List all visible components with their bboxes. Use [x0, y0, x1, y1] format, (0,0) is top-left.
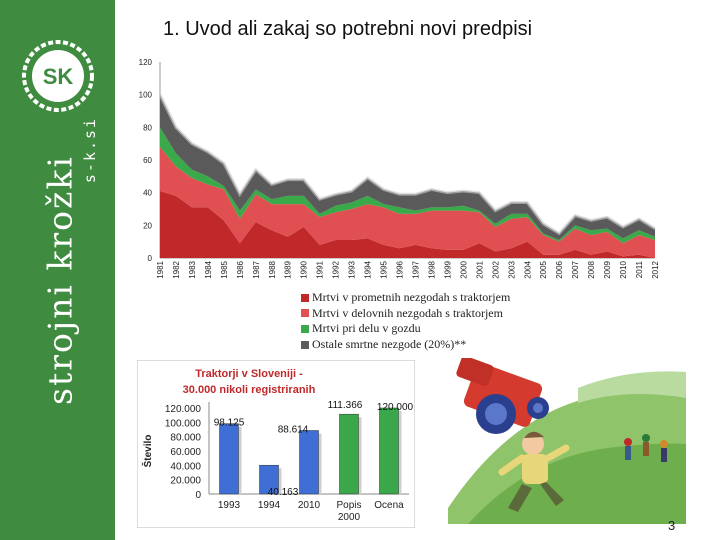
x-tick-label: 1999 — [443, 260, 452, 278]
y-tick-label: 20 — [143, 221, 152, 230]
x-tick-label: 1994 — [364, 260, 373, 278]
legend-swatch — [301, 340, 309, 349]
area-series-2 — [160, 146, 655, 258]
bar-x-tick-label: Popis — [336, 500, 361, 511]
x-tick-label: 1984 — [204, 260, 213, 278]
bar-y-tick-label: 0 — [195, 490, 201, 501]
bar — [339, 413, 359, 495]
x-tick-label: 2002 — [491, 260, 500, 278]
fatalities-area-chart: 0 20 40 60 80 100 120 1981 1982 1983 1984 1985 1986 1… — [139, 58, 660, 279]
bar-x-tick-label: 2010 — [298, 500, 321, 511]
legend-item: Mrtvi v delovnih nezgodah s traktorjem — [301, 306, 510, 322]
area-top-shadow — [158, 94, 656, 236]
y-tick-label: 0 — [148, 254, 153, 263]
x-tick-label: 1992 — [332, 260, 341, 278]
sk-logo: SK — [22, 40, 94, 112]
bar-chart-title-line2: 30.000 nikoli registriranih — [183, 384, 316, 396]
legend-item: Ostale smrtne nezgode (20%)** — [301, 337, 510, 353]
y-tick-label: 60 — [143, 156, 152, 165]
bar-data-label: 88.614 — [278, 424, 309, 435]
bar-data-label: 120.000 — [377, 402, 414, 413]
distant-people — [624, 434, 668, 462]
overturned-tractor-illustration — [428, 358, 686, 524]
logo-text: SK — [43, 64, 74, 89]
x-tick-label: 1990 — [300, 260, 309, 278]
bar-x-tick-label: Ocena — [374, 500, 404, 511]
x-tick-label: 1982 — [172, 260, 181, 278]
bar-x-tick-label: 1994 — [258, 500, 281, 511]
bar-chart-frame — [137, 360, 415, 528]
bar-x-tick-label: 1993 — [218, 500, 241, 511]
x-tick-label: 2005 — [539, 260, 548, 278]
brand-domain: s-k.si — [81, 116, 99, 184]
bar-y-tick-label: 60.000 — [170, 447, 201, 458]
bar — [219, 423, 239, 495]
x-tick-label: 2008 — [587, 260, 596, 278]
bar-y-tick-label: 20.000 — [170, 476, 201, 487]
x-tick-label: 2012 — [651, 260, 660, 278]
legend-swatch — [301, 309, 309, 318]
slide-title: 1. Uvod ali zakaj so potrebni novi predp… — [163, 18, 533, 40]
tractor-count-bar-chart: Traktorji v Sloveniji - 30.000 nikoli reg… — [137, 360, 415, 528]
x-tick-label: 2007 — [571, 260, 580, 278]
legend-item: Mrtvi v prometnih nezgodah s traktorjem — [301, 290, 510, 306]
legend-swatch — [301, 293, 309, 302]
y-tick-label: 120 — [139, 58, 153, 67]
x-tick-label: 2010 — [619, 260, 628, 278]
bar — [379, 407, 399, 495]
page-number: 3 — [668, 518, 676, 533]
x-tick-label: 2011 — [635, 260, 644, 278]
legend-swatch — [301, 324, 309, 333]
y-tick-label: 80 — [143, 123, 152, 132]
legend-label: Mrtvi v delovnih nezgodah s traktorjem — [312, 305, 503, 320]
area-series-1 — [160, 191, 655, 258]
bar-y-tick-label: 80.000 — [170, 433, 201, 444]
x-tick-label: 1987 — [252, 260, 261, 278]
x-tick-label: 1983 — [188, 260, 197, 278]
y-tick-label: 100 — [139, 91, 153, 100]
x-tick-label: 1981 — [156, 260, 165, 278]
bar-data-label: 98.125 — [214, 418, 245, 429]
legend-label: Mrtvi pri delu v gozdu — [312, 321, 421, 336]
x-tick-label: 1986 — [236, 260, 245, 278]
overturned-tractor — [456, 358, 549, 434]
x-tick-label: 2009 — [603, 260, 612, 278]
bar-x-tick-label: 2000 — [338, 512, 361, 523]
area-chart-legend: Mrtvi v prometnih nezgodah s traktorjem M… — [301, 290, 510, 352]
area-series-3 — [160, 127, 655, 244]
x-tick-label: 1997 — [411, 260, 420, 278]
legend-item: Mrtvi pri delu v gozdu — [301, 321, 510, 337]
x-tick-label: 2001 — [475, 260, 484, 278]
x-tick-label: 1995 — [380, 260, 389, 278]
bar — [259, 464, 279, 495]
x-tick-label: 2004 — [523, 260, 532, 278]
bar-y-tick-label: 40.000 — [170, 461, 201, 472]
x-tick-label: 1988 — [268, 260, 277, 278]
x-tick-label: 2003 — [507, 260, 516, 278]
brand-sidebar: SK strojni krožki s-k.si — [0, 0, 115, 540]
y-tick-label: 40 — [143, 189, 152, 198]
legend-label: Mrtvi v prometnih nezgodah s traktorjem — [312, 290, 511, 305]
x-tick-label: 1989 — [284, 260, 293, 278]
brand-name: strojni krožki — [40, 155, 80, 405]
legend-label: Ostale smrtne nezgode (20%)** — [312, 337, 467, 352]
bar-y-tick-label: 120.000 — [165, 404, 202, 415]
x-tick-label: 2000 — [459, 260, 468, 278]
area-series-4 — [160, 94, 655, 241]
x-tick-label: 1985 — [220, 260, 229, 278]
x-tick-label: 2006 — [555, 260, 564, 278]
bar-chart-y-label: Število — [141, 435, 154, 468]
bar-data-label: 111.366 — [328, 400, 363, 411]
bar — [299, 430, 319, 495]
bar-chart-title-line1: Traktorji v Sloveniji - — [195, 368, 303, 380]
bar-data-label: 40.163 — [268, 487, 299, 498]
x-tick-label: 1993 — [348, 260, 357, 278]
x-tick-label: 1996 — [396, 260, 405, 278]
bar-y-tick-label: 100.000 — [165, 418, 202, 429]
running-farmer — [498, 431, 570, 512]
x-tick-label: 1991 — [316, 260, 325, 278]
x-tick-label: 1998 — [427, 260, 436, 278]
